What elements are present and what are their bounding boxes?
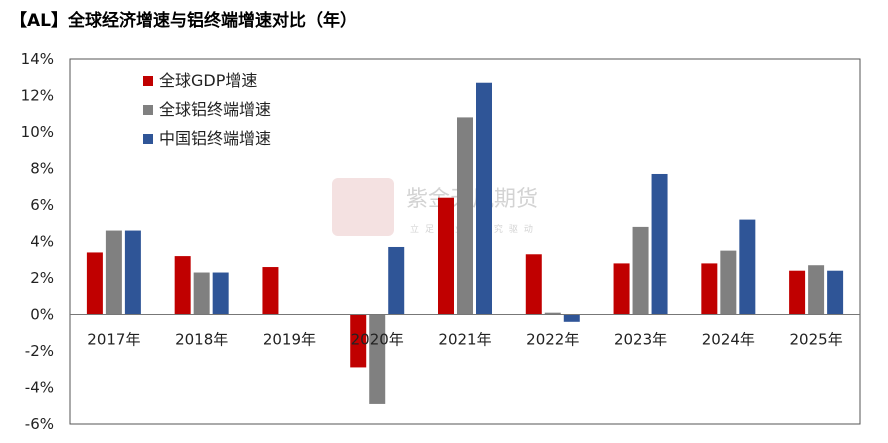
y-tick-label: 0% <box>30 306 54 324</box>
bar <box>105 230 122 315</box>
bar <box>544 312 561 315</box>
y-tick-label: 10% <box>21 123 54 141</box>
bar <box>124 230 141 315</box>
x-axis: 2017年 2018年 2019年 2020年 2021年 2022年 2023年 2024年… <box>87 331 842 349</box>
bar <box>369 314 386 404</box>
x-tick-label: 2018年 <box>175 331 228 349</box>
bar <box>212 272 229 315</box>
bar <box>457 117 473 315</box>
y-axis: -6% -4% -2% 0% 2% 4% 6% 8% 10% 12% 14% <box>21 50 54 433</box>
bar <box>739 219 756 315</box>
bar <box>701 263 718 315</box>
y-tick-label: 2% <box>30 269 54 287</box>
y-tick-label: -6% <box>25 415 54 433</box>
bar <box>808 265 825 315</box>
watermark: 紫金天风期货 立足产业 研究驱动 <box>332 178 539 236</box>
bar <box>613 263 630 315</box>
legend-label: 全球铝终端增速 <box>159 100 271 119</box>
y-tick-label: 12% <box>21 87 54 105</box>
bar <box>86 252 103 315</box>
watermark-seal <box>332 178 394 236</box>
y-tick-label: 14% <box>21 50 54 68</box>
y-tick-label: -2% <box>25 342 54 360</box>
x-tick-label: 2025年 <box>790 331 843 349</box>
bar <box>651 173 668 315</box>
bar <box>438 197 454 315</box>
bars-group <box>86 82 844 404</box>
bar <box>350 314 367 368</box>
legend-swatch <box>143 134 153 144</box>
legend-label: 中国铝终端增速 <box>159 129 271 148</box>
bar <box>827 270 844 315</box>
legend-swatch <box>143 76 153 86</box>
bar <box>563 314 580 322</box>
y-tick-label: 6% <box>30 196 54 214</box>
x-tick-label: 2024年 <box>702 331 755 349</box>
bar <box>632 226 649 315</box>
watermark-slogan: 立足产业 研究驱动 <box>410 223 539 235</box>
y-tick-label: -4% <box>25 379 54 397</box>
y-tick-label: 4% <box>30 233 54 251</box>
x-tick-label: 2021年 <box>438 331 491 349</box>
x-tick-label: 2019年 <box>263 331 316 349</box>
bar <box>193 272 210 315</box>
x-tick-label: 2023年 <box>614 331 667 349</box>
y-tick-label: 8% <box>30 160 54 178</box>
bar <box>476 82 492 315</box>
bar <box>262 267 279 315</box>
bar <box>720 250 737 315</box>
bar <box>174 256 191 315</box>
bar <box>525 254 542 315</box>
bar <box>789 270 806 315</box>
legend-label: 全球GDP增速 <box>159 71 257 90</box>
x-tick-label: 2017年 <box>87 331 140 349</box>
plot-area-border <box>69 58 861 425</box>
x-tick-label: 2022年 <box>526 331 579 349</box>
legend-swatch <box>143 105 153 115</box>
x-tick-label: 2020年 <box>351 331 404 349</box>
bar <box>388 246 405 315</box>
chart-title: 【AL】全球经济增速与铝终端增速对比（年） <box>10 11 357 31</box>
